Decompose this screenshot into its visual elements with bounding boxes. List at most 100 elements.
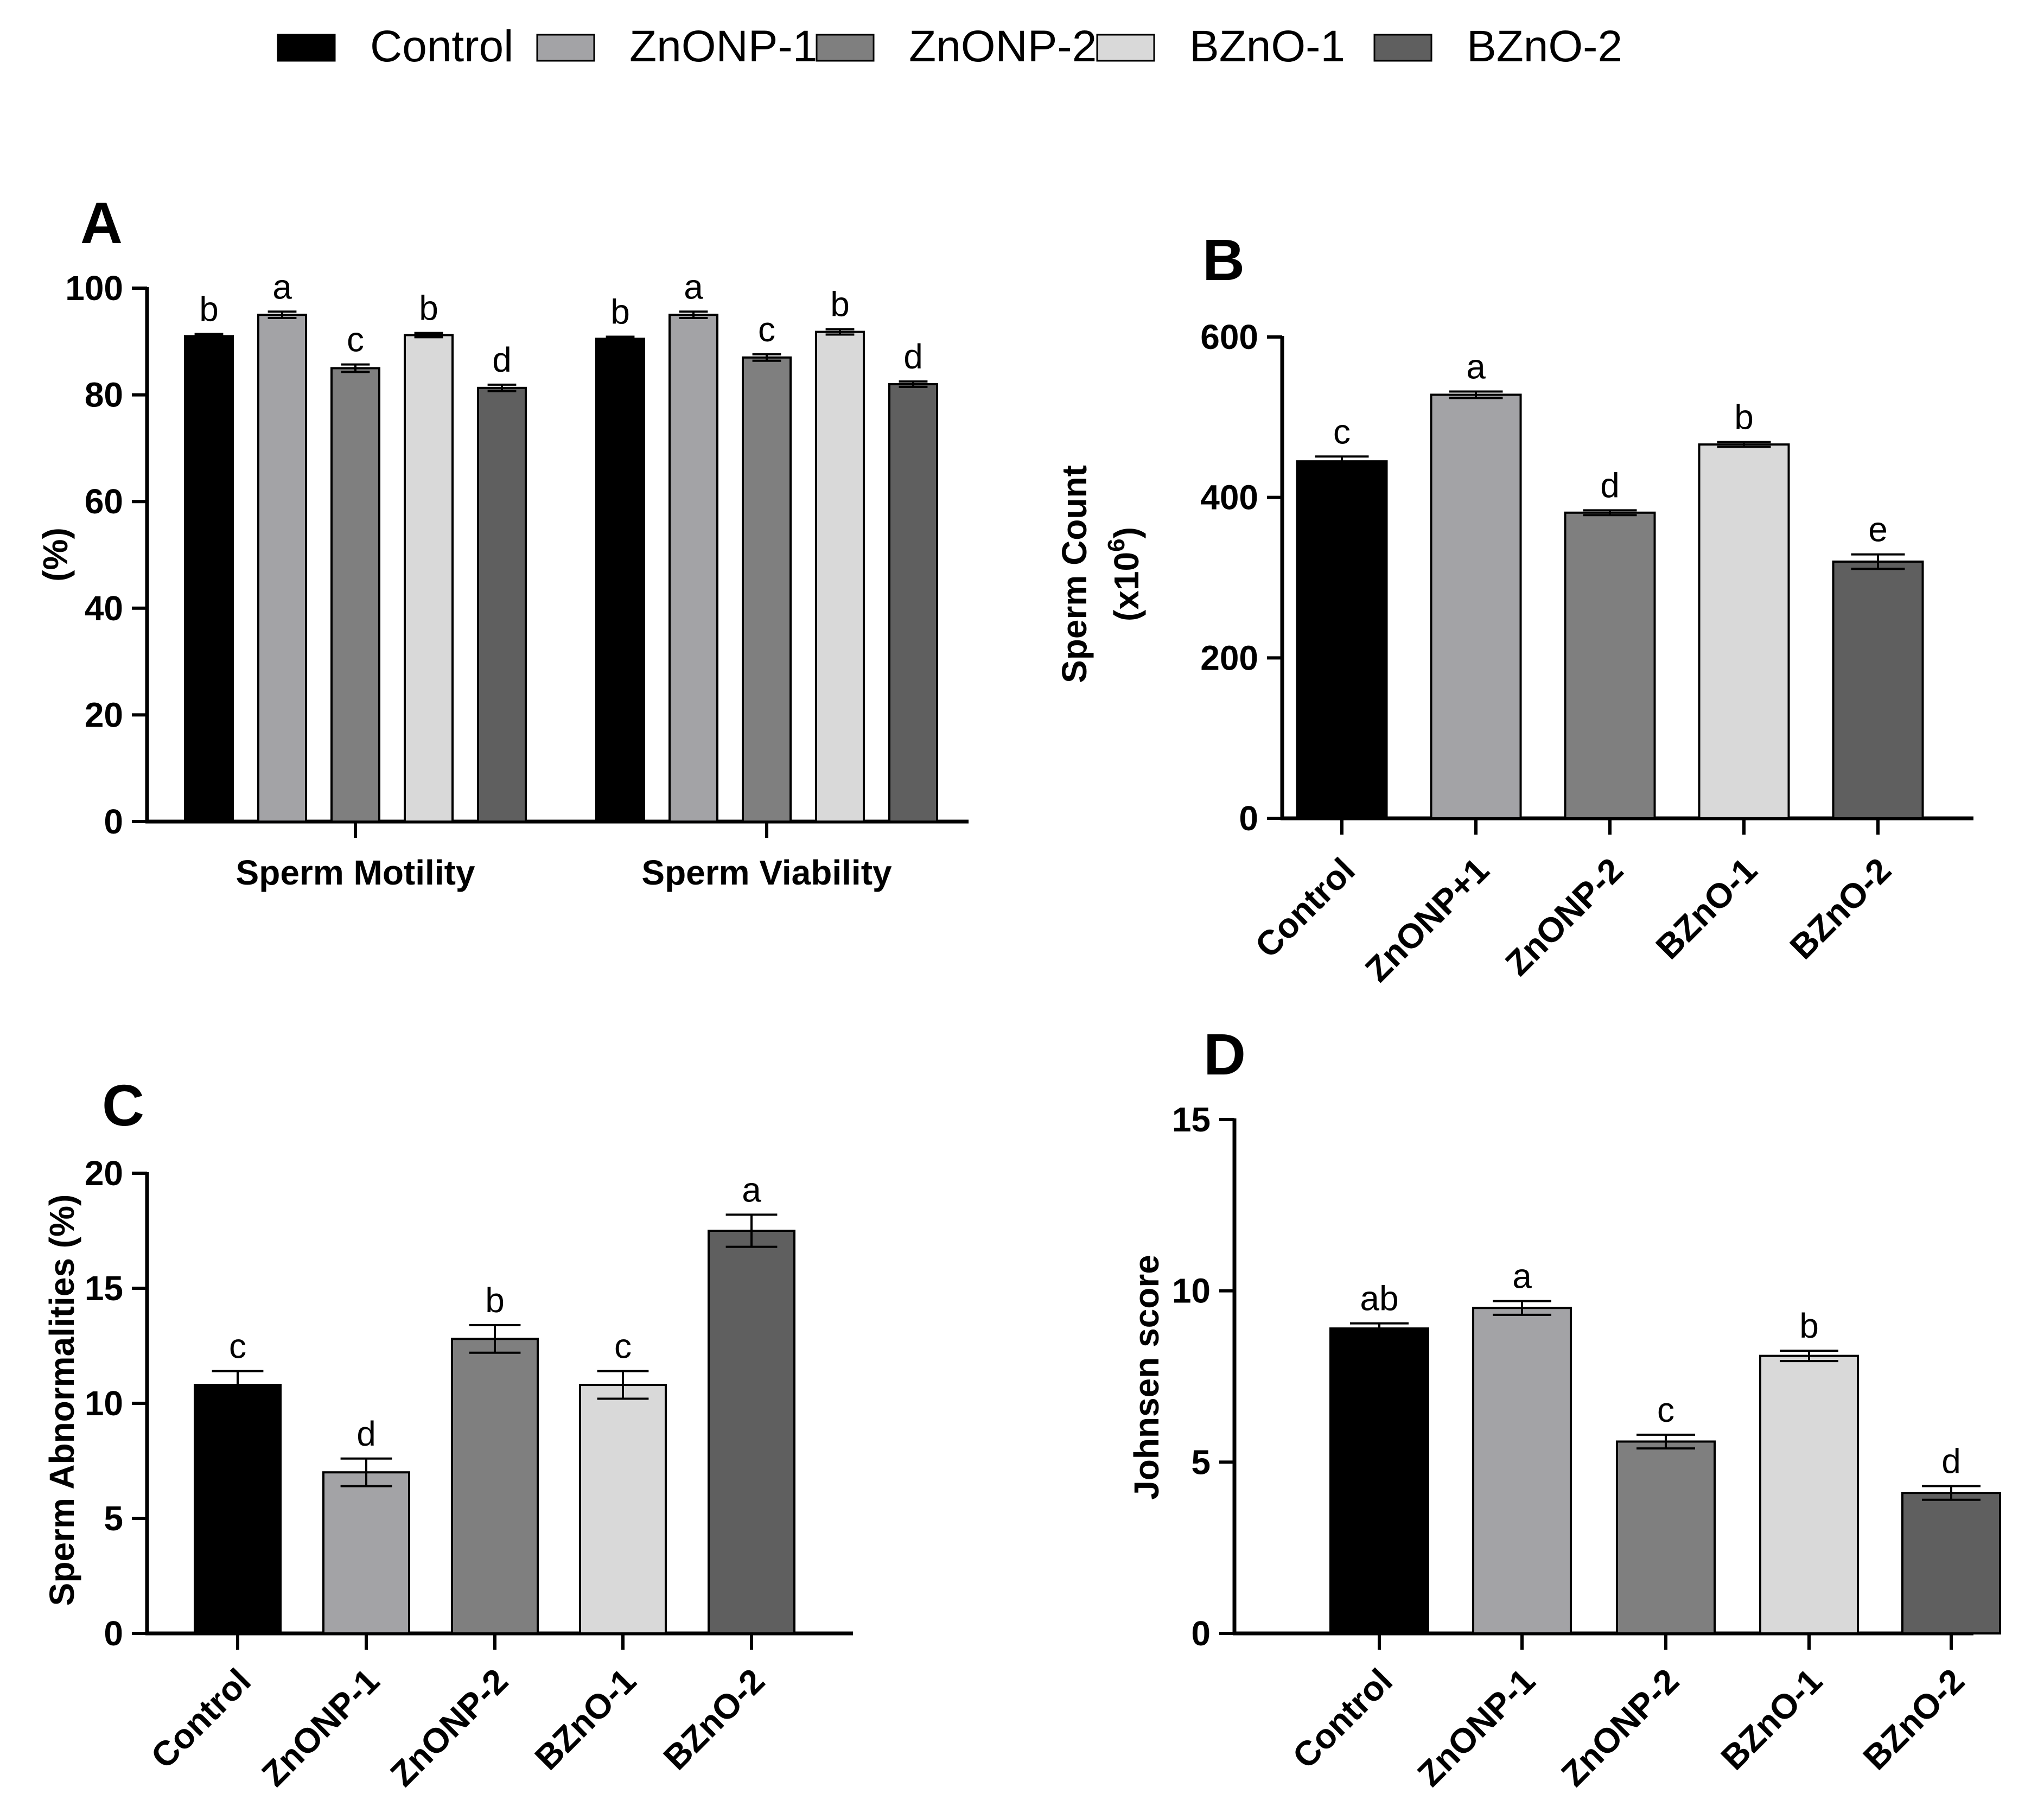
panel-a-y-tick-label: 20: [85, 695, 123, 734]
panel-a-y-tick-label: 100: [65, 269, 123, 308]
panel-c-category-label: Control: [143, 1661, 258, 1776]
panel-a-significance-label: c: [758, 310, 775, 349]
panel-b-y-axis-title-sup: 6: [1103, 538, 1130, 551]
panel-b-bar: [1564, 511, 1656, 819]
panel-a-bar: [668, 314, 718, 823]
panel-d-letter: D: [1204, 1021, 1246, 1087]
panel-c-significance-label: b: [485, 1281, 505, 1320]
panel-a-chart: A 0 20 40 60 80 100 (%) Sperm Motility b a c b d Sperm…: [36, 190, 969, 892]
panel-a-bar: [257, 314, 307, 823]
panel-c-significance-label: c: [614, 1327, 632, 1366]
legend-label-1: Control: [370, 22, 513, 71]
panel-c-bar: [451, 1338, 539, 1634]
panel-b-bar: [1832, 560, 1924, 820]
panel-c-category-label: BZnO-2: [656, 1661, 772, 1777]
panel-a-bar: [330, 367, 380, 823]
panel-b-category-label: ZnONP+1: [1358, 850, 1497, 989]
panel-c-y-tick-label: 5: [104, 1499, 123, 1538]
panel-d-y-tick-label: 10: [1172, 1271, 1211, 1311]
panel-a-letter: A: [80, 190, 123, 256]
panel-b-significance-label: a: [1466, 347, 1486, 386]
panel-a-significance-label: a: [684, 267, 703, 306]
legend-swatch-1: [277, 34, 336, 62]
panel-d-category-label: Control: [1285, 1661, 1400, 1776]
panel-c-bar: [708, 1230, 795, 1634]
panel-a-bar: [888, 383, 938, 823]
panel-d-category-label: ZnONP-1: [1410, 1661, 1543, 1794]
panel-b-category-label: BZnO-2: [1782, 850, 1899, 966]
panel-d-significance-label: b: [1799, 1306, 1819, 1345]
panel-b-y-axis-title-end: ): [1107, 527, 1146, 538]
panel-b-y-axis-title-base: (x10: [1107, 552, 1146, 621]
panel-d-significance-label: c: [1657, 1390, 1674, 1429]
panel-b-bar: [1296, 460, 1388, 819]
panel-c-significance-label: d: [356, 1414, 376, 1453]
panel-c-category-label: ZnONP-1: [254, 1661, 387, 1794]
panel-d-y-tick-label: 5: [1191, 1442, 1211, 1481]
panel-d-y-tick-label: 0: [1191, 1614, 1211, 1653]
panel-c-y-tick-label: 20: [85, 1154, 123, 1193]
panel-d-significance-label: a: [1512, 1257, 1532, 1296]
panel-d-bar: [1472, 1307, 1572, 1635]
legend-label-4: BZnO-1: [1189, 22, 1345, 71]
panel-b-bar: [1698, 443, 1790, 819]
panel-a-y-tick-label: 60: [85, 482, 123, 521]
panel-a-significance-label: b: [830, 285, 850, 324]
panel-a-bar: [404, 334, 454, 823]
panel-d-category-label: BZnO-1: [1714, 1661, 1830, 1777]
legend-label-5: BZnO-2: [1467, 22, 1622, 71]
panel-c-bar: [579, 1384, 667, 1635]
panel-b-bar: [1430, 393, 1522, 819]
legend-swatch-5: [1373, 34, 1432, 62]
panel-c-y-tick-label: 15: [85, 1269, 123, 1308]
panel-c-y-tick-label: 10: [85, 1384, 123, 1423]
panel-d-category-label: BZnO-2: [1856, 1661, 1972, 1777]
panel-d-y-axis-title: Johnsen score: [1127, 1255, 1166, 1500]
panel-a-y-tick-label: 40: [85, 589, 123, 628]
panel-b-significance-label: e: [1868, 510, 1888, 549]
panel-b-letter: B: [1202, 227, 1245, 292]
panel-d-chart: D 0 5 10 15 Johnsen score ab Control a ZnONP-1 c Zn…: [1127, 1021, 2001, 1794]
legend-swatch-2: [536, 34, 595, 62]
panel-a-y-tick-label: 80: [85, 376, 123, 415]
panel-a-significance-label: d: [492, 340, 512, 379]
panel-b-significance-label: d: [1600, 466, 1620, 505]
panel-a-group-label: Sperm Viability: [641, 853, 892, 892]
legend-label-2: ZnONP-1: [629, 22, 817, 71]
legend-swatch-4: [1096, 34, 1155, 62]
legend-label-3: ZnONP-2: [909, 22, 1097, 71]
panel-c-letter: C: [102, 1072, 144, 1138]
panel-d-bar: [1329, 1327, 1429, 1634]
panel-a-significance-label: b: [199, 290, 219, 329]
panel-b-category-label: BZnO-1: [1648, 850, 1765, 966]
panel-a-bar: [742, 356, 792, 823]
panel-a-bar: [815, 330, 865, 823]
panel-b-y-tick-label: 200: [1200, 638, 1258, 677]
panel-b-y-tick-label: 0: [1239, 799, 1258, 838]
panel-a-significance-label: c: [347, 320, 364, 359]
panel-b-y-axis-title-line1: Sperm Count: [1055, 465, 1094, 683]
panel-d-category-label: ZnONP-2: [1553, 1661, 1686, 1794]
panel-a-bar: [477, 386, 527, 823]
panel-b-y-tick-label: 400: [1200, 478, 1258, 517]
panel-a-bar: [595, 338, 645, 823]
panel-a-significance-label: d: [903, 337, 923, 376]
panel-a-y-tick-label: 0: [104, 802, 123, 841]
panel-b-significance-label: c: [1333, 412, 1351, 451]
panel-d-significance-label: ab: [1360, 1279, 1398, 1318]
panel-a-significance-label: b: [419, 289, 438, 328]
legend-swatch-3: [816, 34, 875, 62]
panel-d-bar: [1759, 1354, 1859, 1635]
panel-b-significance-label: b: [1734, 398, 1754, 437]
panel-b-category-label: Control: [1247, 850, 1362, 965]
panel-a-y-axis-title: (%): [36, 527, 75, 582]
panel-c-bar: [322, 1471, 410, 1634]
panel-c-category-label: ZnONP-2: [383, 1661, 515, 1794]
panel-d-significance-label: d: [1941, 1442, 1961, 1481]
panel-a-group-label: Sperm Motility: [236, 853, 475, 892]
panel-b-y-tick-label: 600: [1200, 317, 1258, 357]
panel-b-y-axis-title-line2: (x106): [1103, 527, 1146, 621]
